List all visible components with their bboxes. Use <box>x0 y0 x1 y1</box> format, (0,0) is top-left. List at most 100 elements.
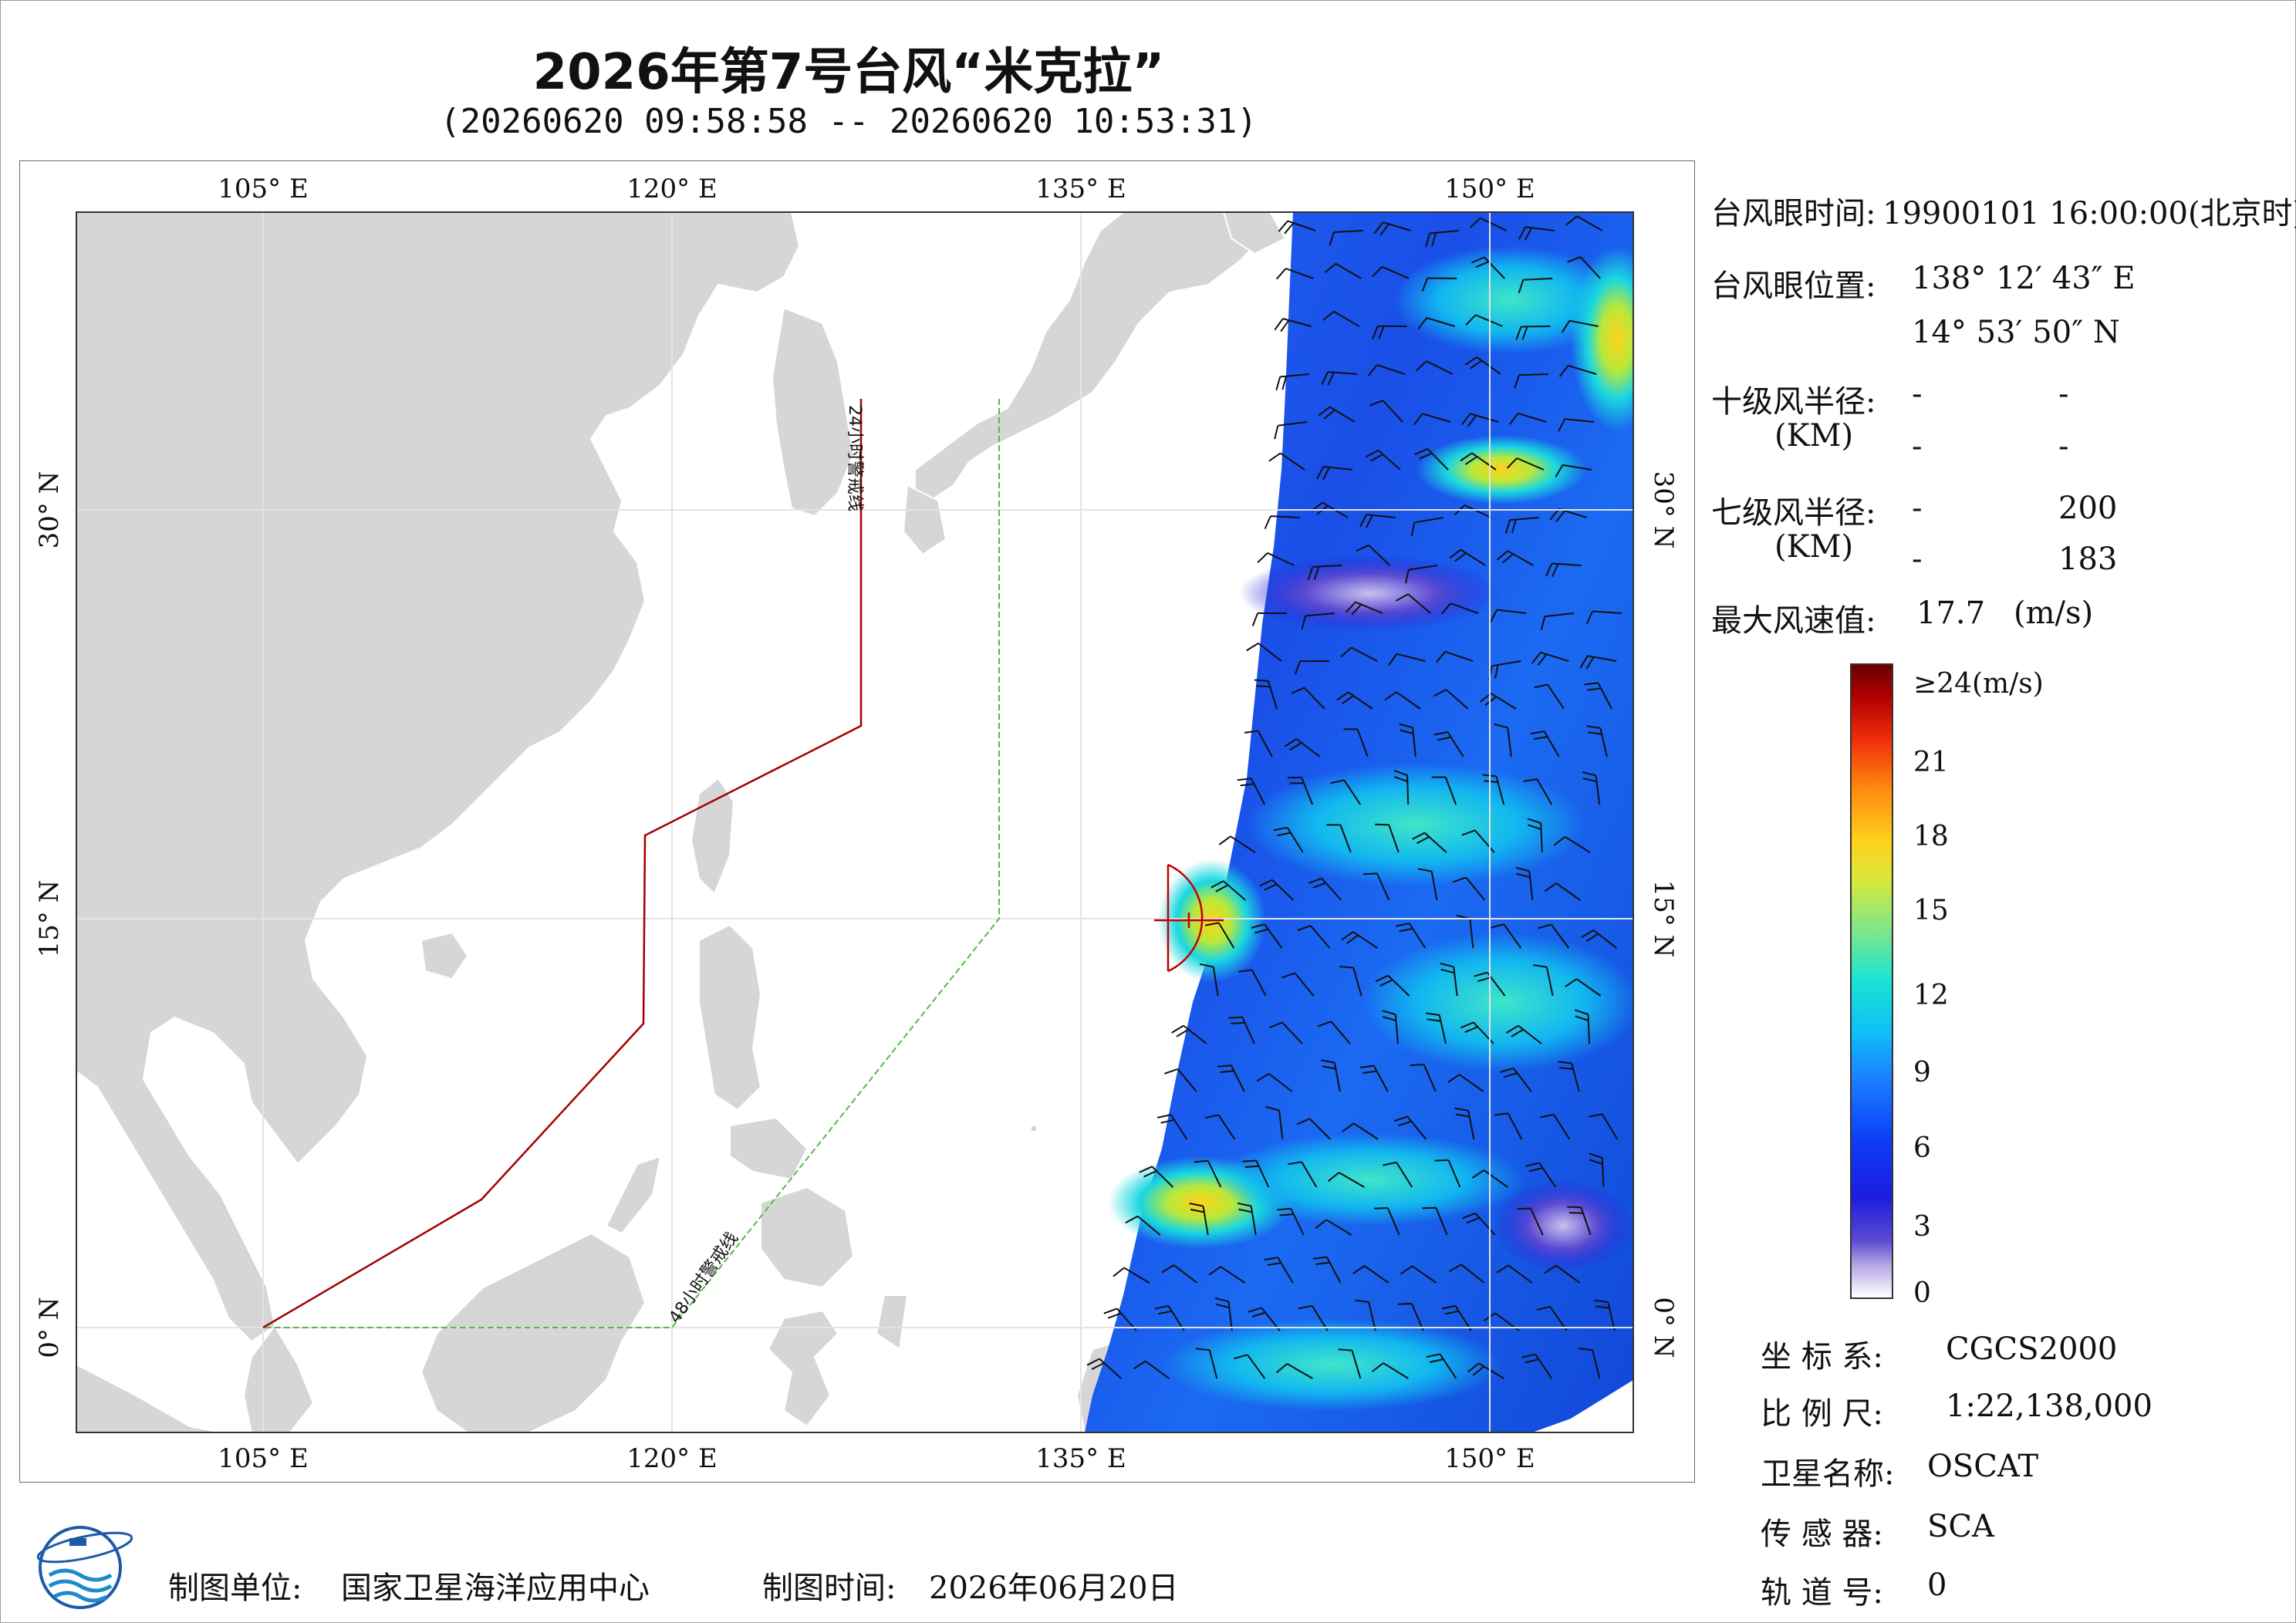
wind-barb <box>1460 1264 1485 1284</box>
wind-barb-feather <box>1431 232 1437 247</box>
wind-barb-feather <box>1506 1024 1519 1034</box>
wind-barb-feather <box>1433 731 1448 736</box>
wind-barb-feather <box>1313 565 1320 580</box>
wind-barb-feather <box>1237 778 1251 781</box>
wind-barb <box>1250 1206 1257 1236</box>
land-kyushu <box>902 484 947 556</box>
wind-barb-feather <box>1559 1067 1574 1070</box>
wind-barb <box>1295 738 1321 758</box>
wind-barb-feather <box>1525 1162 1540 1167</box>
wind-barb-feather <box>1490 609 1498 623</box>
wind-barb-feather <box>1125 1215 1139 1224</box>
wind-barb-feather <box>1382 1016 1396 1022</box>
wind-barb-feather <box>1429 1358 1444 1363</box>
wind-barb <box>1587 1014 1590 1044</box>
wind-barb <box>1565 418 1595 423</box>
wind-barb <box>1579 256 1601 279</box>
land-malay-peninsula <box>242 1324 315 1432</box>
wind-barb-feather <box>1154 1304 1169 1310</box>
wind-barb-feather <box>1322 311 1335 321</box>
r7-value-3: - <box>1912 542 1923 577</box>
wind-barb <box>1366 514 1396 518</box>
land-borneo <box>420 1232 647 1432</box>
map-canvas[interactable]: 24小时警戒线 48小时警戒线 <box>20 161 1694 1482</box>
wind-barb-feather <box>1521 1353 1536 1358</box>
wind-barb-feather <box>1511 1028 1524 1038</box>
wind-barb-feather <box>1103 1308 1118 1314</box>
wind-barb-feather <box>1587 687 1602 691</box>
wind-barb-feather <box>1540 1113 1555 1119</box>
wind-barb <box>1264 923 1283 949</box>
nsoas-logo-icon <box>36 1526 133 1609</box>
typhoon-eye-marker[interactable] <box>1154 863 1224 973</box>
wind-barb <box>1335 262 1362 279</box>
wind-barb <box>1386 1207 1400 1236</box>
wind-barb-feather <box>1336 691 1349 701</box>
wind-barb <box>1217 1114 1236 1140</box>
wind-barb-feather <box>1176 1028 1189 1038</box>
wind-barb-feather <box>1275 376 1281 391</box>
wind-barb <box>1530 1207 1544 1236</box>
wind-barb-feather <box>1545 563 1553 577</box>
wind-barb-feather <box>1237 969 1253 973</box>
wind-barb-feather <box>1359 514 1367 528</box>
wind-barb-feather <box>1452 876 1467 883</box>
wind-barb-feather <box>1366 515 1373 528</box>
wind-barb <box>1330 1021 1351 1044</box>
wind-barb-feather <box>1440 968 1455 974</box>
wind-barb <box>1474 829 1495 853</box>
wind-barb-feather <box>1496 1264 1509 1274</box>
colorbar-tick-24: ≥24(m/s) <box>1913 668 2044 700</box>
wind-barb <box>1177 1068 1197 1092</box>
wind-barb <box>1271 879 1295 901</box>
wind-barb <box>1343 779 1362 805</box>
map-border <box>76 211 1634 1433</box>
wind-barb <box>1356 729 1369 758</box>
wind-barb-feather <box>1242 1159 1257 1162</box>
wind-barb <box>1525 226 1555 231</box>
wind-barb <box>1207 1160 1222 1188</box>
wind-barb-feather <box>1425 233 1431 248</box>
r7-value-4: 183 <box>2058 542 2118 577</box>
wind-barb-feather <box>1301 616 1307 629</box>
wind-barbs <box>1086 215 1622 1379</box>
production-time-value: 2026年06月20日 <box>929 1571 1179 1606</box>
wind-barb <box>1376 364 1406 375</box>
wind-barb <box>1495 776 1505 805</box>
wind-barb-feather <box>1413 413 1423 426</box>
lon-label-top-120: 120° E <box>626 174 718 204</box>
wind-barb <box>1545 967 1554 997</box>
scale-label: 比 例 尺: <box>1761 1396 1883 1432</box>
wind-barb-feather <box>1555 510 1565 522</box>
wind-barb-feather <box>1240 783 1254 787</box>
wind-barb <box>1551 562 1582 566</box>
wind-barb-feather <box>1251 923 1265 929</box>
colorbar-tick-3: 3 <box>1913 1211 1931 1243</box>
lon-label-bottom-120: 120° E <box>626 1443 718 1474</box>
wind-barb-feather <box>1339 966 1354 969</box>
wind-barb-feather <box>1440 602 1452 615</box>
wind-barb-feather <box>1484 780 1498 783</box>
wind-barb-feather <box>1585 656 1595 670</box>
wind-barb-feather <box>1475 261 1489 268</box>
wind-barb <box>1247 1354 1266 1379</box>
wind-barb-feather <box>1372 1362 1384 1372</box>
wind-barb-feather <box>1312 882 1326 889</box>
wind-barb <box>1509 517 1539 521</box>
wind-barb-feather <box>1164 1068 1178 1075</box>
wind-barb-feather <box>1551 563 1559 577</box>
wind-barb <box>1278 421 1308 427</box>
wind-barb-feather <box>1277 832 1292 837</box>
wind-barb-feather <box>1589 1152 1603 1159</box>
wind-barb-feather <box>1565 978 1578 988</box>
wind-barb-feather <box>1370 454 1383 462</box>
wind-barb <box>1258 643 1282 662</box>
wind-barb <box>1250 778 1266 805</box>
crs-label: 坐 标 系: <box>1761 1339 1883 1375</box>
wind-barb-feather <box>1383 1161 1397 1166</box>
wind-barb <box>1325 1257 1342 1284</box>
wind-barb-feather <box>1267 1262 1281 1266</box>
wind-barb-feather <box>1508 413 1519 425</box>
wind-radius-arc <box>1167 863 1204 973</box>
wind-barb <box>1151 1166 1174 1188</box>
